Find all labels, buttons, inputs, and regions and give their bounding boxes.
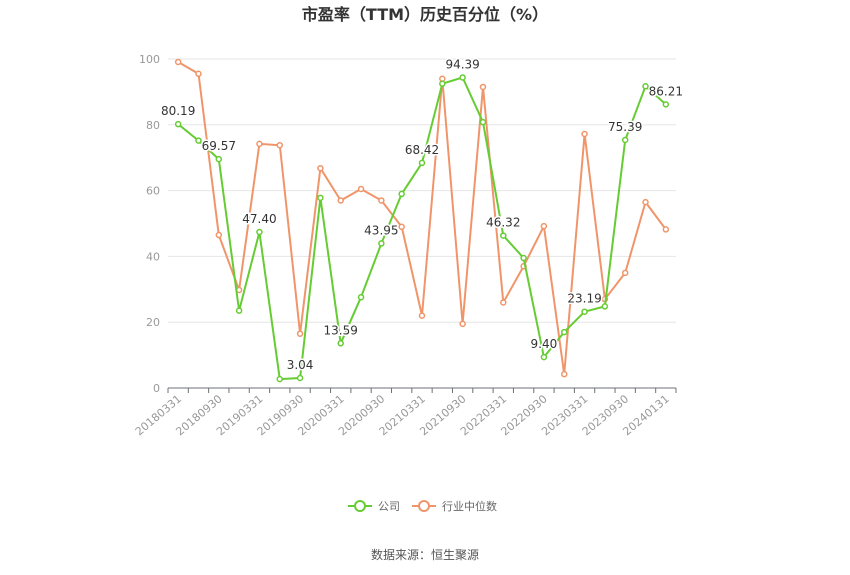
- data-point[interactable]: [540, 222, 548, 230]
- data-label: 9.40: [531, 337, 558, 351]
- data-label: 47.40: [242, 212, 276, 226]
- data-point[interactable]: [601, 303, 609, 310]
- data-point[interactable]: [560, 328, 568, 336]
- data-point[interactable]: [276, 375, 284, 383]
- data-point[interactable]: [195, 137, 202, 144]
- data-point[interactable]: [621, 136, 629, 144]
- data-point[interactable]: [662, 226, 670, 233]
- data-point[interactable]: [195, 70, 202, 78]
- data-point[interactable]: [317, 164, 324, 172]
- legend-marker[interactable]: [418, 500, 430, 512]
- data-point[interactable]: [560, 370, 568, 378]
- y-axis: 0 20 40 60 80 100: [139, 53, 160, 395]
- data-point[interactable]: [174, 120, 182, 128]
- data-point[interactable]: [357, 185, 365, 193]
- data-source: 数据来源：恒生聚源: [371, 547, 479, 562]
- data-label: 75.39: [608, 120, 642, 134]
- y-tick-label: 100: [139, 53, 160, 66]
- grid-lines: [168, 58, 676, 323]
- data-point[interactable]: [174, 58, 182, 66]
- data-label: 69.57: [202, 139, 236, 153]
- data-point[interactable]: [357, 293, 365, 301]
- data-point[interactable]: [459, 320, 466, 328]
- data-point[interactable]: [621, 269, 629, 277]
- data-point[interactable]: [520, 254, 527, 262]
- data-label: 46.32: [486, 216, 520, 230]
- data-point[interactable]: [459, 74, 466, 81]
- data-point[interactable]: [296, 374, 304, 382]
- data-point[interactable]: [337, 340, 344, 347]
- y-tick-label: 0: [153, 382, 160, 395]
- data-point[interactable]: [317, 194, 324, 202]
- data-point[interactable]: [581, 308, 588, 315]
- data-point[interactable]: [479, 118, 487, 126]
- legend[interactable]: 公司 行业中位数: [348, 499, 497, 513]
- chart-title: 市盈率（TTM）历史百分位（%）: [302, 5, 548, 24]
- legend-marker[interactable]: [354, 500, 366, 512]
- data-point[interactable]: [215, 155, 223, 163]
- data-point[interactable]: [418, 159, 426, 167]
- data-label: 13.59: [324, 323, 358, 337]
- data-point[interactable]: [581, 130, 588, 138]
- data-point[interactable]: [500, 299, 507, 306]
- data-point[interactable]: [256, 140, 263, 148]
- data-point[interactable]: [378, 197, 385, 204]
- data-point[interactable]: [296, 330, 304, 337]
- data-point[interactable]: [215, 231, 223, 239]
- data-labels: 80.19 69.57 47.40 3.04 13.59 43.95 68.42 94.39 4…: [159, 56, 684, 374]
- y-tick-label: 20: [146, 316, 160, 329]
- data-point[interactable]: [439, 80, 446, 87]
- data-point[interactable]: [256, 228, 263, 236]
- series-layer: [174, 58, 670, 383]
- data-point[interactable]: [500, 232, 507, 239]
- data-point[interactable]: [418, 312, 426, 319]
- y-tick-label: 40: [146, 250, 160, 263]
- legend-label[interactable]: 行业中位数: [442, 499, 497, 513]
- data-label: 68.42: [405, 143, 439, 157]
- data-point[interactable]: [235, 307, 243, 314]
- data-label: 94.39: [445, 57, 479, 71]
- y-tick-label: 80: [146, 119, 160, 132]
- data-point[interactable]: [662, 101, 670, 108]
- data-label: 86.21: [649, 84, 683, 98]
- data-label: 43.95: [364, 223, 398, 237]
- data-point[interactable]: [276, 141, 284, 149]
- data-label: 80.19: [161, 104, 195, 118]
- data-point[interactable]: [642, 198, 649, 206]
- data-point[interactable]: [378, 240, 385, 247]
- x-axis: 2018033120180930201903312019093020200331…: [133, 387, 677, 438]
- data-label: 23.19: [567, 292, 601, 306]
- series-line: [177, 76, 667, 381]
- legend-label[interactable]: 公司: [378, 500, 400, 513]
- data-point[interactable]: [642, 83, 649, 90]
- data-point[interactable]: [540, 353, 548, 361]
- data-point[interactable]: [337, 197, 344, 204]
- data-point[interactable]: [398, 223, 405, 231]
- data-point[interactable]: [398, 190, 405, 198]
- data-point[interactable]: [479, 83, 487, 91]
- data-label: 3.04: [287, 358, 314, 372]
- y-tick-label: 60: [146, 185, 160, 198]
